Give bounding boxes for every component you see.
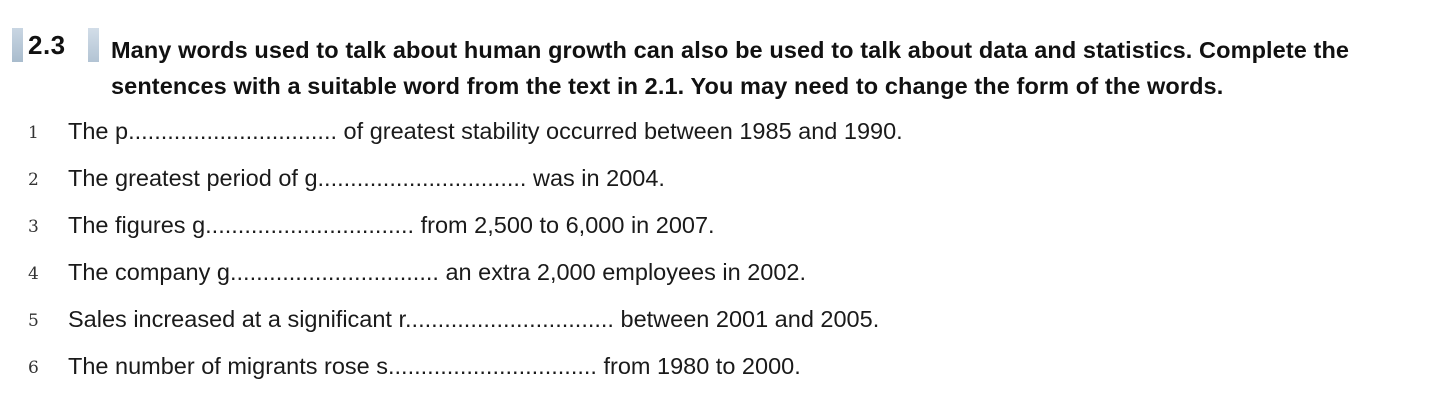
- sentence-item-2: 2 The greatest period of g..............…: [0, 155, 1431, 202]
- sentence-text: Sales increased at a significant r......…: [68, 296, 879, 343]
- sentence-after: between 2001 and 2005.: [613, 306, 880, 332]
- sentence-text: The greatest period of g................…: [68, 155, 665, 202]
- sentence-text: The company g...........................…: [68, 249, 806, 296]
- sentence-item-3: 3 The figures g.........................…: [0, 202, 1431, 249]
- item-number: 6: [28, 358, 39, 378]
- badge-right-bar: [88, 28, 99, 62]
- answer-blank[interactable]: ................................: [405, 306, 614, 332]
- sentence-before: Sales increased at a significant r: [68, 306, 406, 332]
- sentence-text: The figures g...........................…: [68, 202, 715, 249]
- answer-blank[interactable]: ................................: [205, 212, 415, 238]
- sentence-after: was in 2004.: [526, 165, 665, 191]
- sentence-after: from 1980 to 2000.: [596, 353, 801, 379]
- sentence-item-5: 5 Sales increased at a significant r....…: [0, 296, 1431, 343]
- exercise-number: 2.3: [28, 30, 66, 60]
- sentence-list: 1 The p................................ …: [0, 108, 1431, 390]
- sentence-text: The p................................ of…: [68, 108, 903, 155]
- sentence-before: The p: [68, 118, 129, 144]
- answer-blank[interactable]: ................................: [128, 118, 338, 144]
- item-number: 5: [28, 311, 39, 331]
- sentence-after: of greatest stability occurred between 1…: [337, 118, 903, 144]
- sentence-before: The greatest period of g: [68, 165, 318, 191]
- answer-blank[interactable]: ................................: [229, 259, 439, 285]
- sentence-item-1: 1 The p................................ …: [0, 108, 1431, 155]
- answer-blank[interactable]: ................................: [388, 353, 597, 379]
- sentence-after: from 2,500 to 6,000 in 2007.: [414, 212, 715, 238]
- item-number: 4: [28, 264, 39, 284]
- item-number: 3: [28, 217, 39, 237]
- sentence-item-4: 4 The company g.........................…: [0, 249, 1431, 296]
- badge-left-bar: [12, 28, 23, 62]
- exercise-instructions: Many words used to talk about human grow…: [111, 37, 1350, 99]
- answer-blank[interactable]: ................................: [317, 165, 527, 191]
- item-number: 2: [28, 170, 39, 190]
- item-number: 1: [28, 123, 39, 143]
- sentence-item-6: 6 The number of migrants rose s.........…: [0, 343, 1431, 390]
- sentence-before: The company g: [68, 259, 230, 285]
- exercise-header: 2.3 Many words used to talk about human …: [12, 22, 1422, 102]
- exercise-number-badge: 2.3: [12, 22, 102, 66]
- sentence-before: The figures g: [68, 212, 206, 238]
- sentence-text: The number of migrants rose s...........…: [68, 343, 801, 390]
- sentence-before: The number of migrants rose s: [68, 353, 388, 379]
- sentence-after: an extra 2,000 employees in 2002.: [438, 259, 807, 285]
